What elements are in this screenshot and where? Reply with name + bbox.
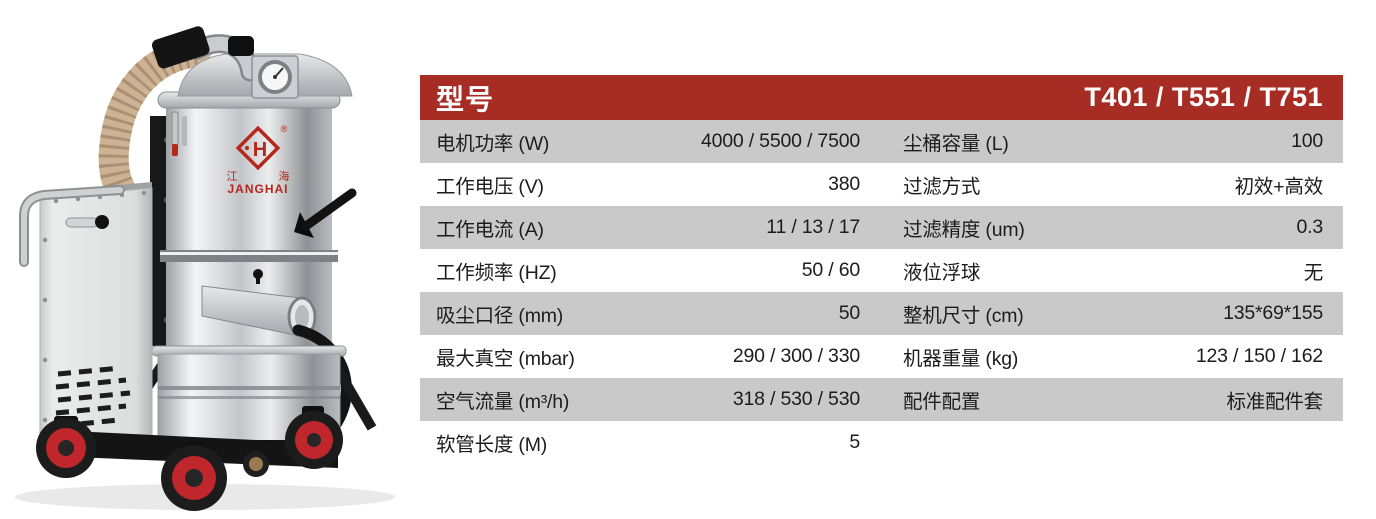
wheel-rear: [285, 406, 343, 469]
drum-band: [160, 250, 338, 262]
model-header-values: T401 / T551 / T751: [1084, 82, 1323, 112]
table-row: 工作电流 (A) 11 / 13 / 17 过滤精度 (um) 0.3: [420, 206, 1343, 249]
electrical-cabinet: [39, 182, 153, 453]
spec-value: 5: [849, 431, 860, 453]
spec-value: 50: [838, 302, 860, 324]
table-row: 工作频率 (HZ) 50 / 60 液位浮球 无: [420, 249, 1343, 292]
lid-knob: [228, 36, 254, 56]
spec-label: 液位浮球: [903, 262, 981, 284]
logo-cn-left: 江: [227, 170, 238, 183]
spec-value: 初效+高效: [1234, 176, 1324, 198]
spec-value: 4000 / 5500 / 7500: [700, 130, 860, 152]
pressure-gauge: [251, 55, 299, 99]
spec-table: 型号 T401 / T551 / T751 电机功率 (W) 4000 / 55…: [420, 75, 1343, 464]
table-row: 软管长度 (M) 5: [420, 421, 1343, 464]
table-row: 最大真空 (mbar) 290 / 300 / 330 机器重量 (kg) 12…: [420, 335, 1343, 378]
spec-label: 吸尘口径 (mm): [436, 305, 564, 327]
spec-value: 11 / 13 / 17: [766, 216, 860, 238]
logo-cn-right: 海: [279, 169, 290, 183]
spec-label: 电机功率 (W): [436, 133, 550, 155]
logo-name: JANGHAI: [227, 182, 288, 196]
caster-front-center: [161, 442, 227, 511]
spec-label: 空气流量 (m³/h): [436, 391, 570, 413]
spec-value: 标准配件套: [1226, 391, 1323, 413]
logo-reg-mark: ®: [281, 124, 288, 134]
product-photo: H ® 江 海 JANGHAI: [15, 26, 395, 511]
spec-value: 380: [828, 173, 860, 195]
spec-label: 尘桶容量 (L): [903, 133, 1009, 155]
spec-label: 工作电压 (V): [436, 176, 544, 198]
spec-value: 123 / 150 / 162: [1195, 345, 1323, 367]
model-header-label: 型号: [436, 83, 495, 115]
shaker-lever: [294, 188, 357, 238]
spec-value: 50 / 60: [801, 259, 860, 281]
table-header: 型号 T401 / T551 / T751: [420, 75, 1343, 120]
spec-value: 0.3: [1296, 216, 1323, 238]
table-row: 吸尘口径 (mm) 50 整机尺寸 (cm) 135*69*155: [420, 292, 1343, 335]
spec-value: 135*69*155: [1223, 302, 1323, 324]
logo-letter: H: [253, 139, 267, 161]
table-row: 空气流量 (m³/h) 318 / 530 / 530 配件配置 标准配件套: [420, 378, 1343, 421]
spec-value: 100: [1291, 130, 1323, 152]
spec-label: 最大真空 (mbar): [436, 348, 575, 370]
caster-front-left: [36, 416, 96, 478]
spec-label: 过滤方式: [903, 176, 981, 198]
spec-label: 工作电流 (A): [436, 219, 544, 241]
table-row: 工作电压 (V) 380 过滤方式 初效+高效: [420, 163, 1343, 206]
spec-label: 配件配置: [903, 391, 981, 413]
spec-label: 整机尺寸 (cm): [903, 305, 1024, 327]
push-handle: [19, 185, 125, 267]
table-row: 电机功率 (W) 4000 / 5500 / 7500 尘桶容量 (L) 100: [420, 120, 1343, 163]
brand-logo: H ® 江 海 JANGHAI: [227, 124, 290, 196]
spec-label: 机器重量 (kg): [903, 348, 1019, 370]
spec-label: 过滤精度 (um): [903, 219, 1025, 241]
caster-small: [243, 451, 269, 477]
spec-value: 318 / 530 / 530: [732, 388, 860, 410]
upper-drum: [157, 91, 341, 252]
spec-value: 290 / 300 / 330: [732, 345, 860, 367]
spec-value: 无: [1303, 262, 1324, 284]
spec-label: 工作频率 (HZ): [436, 262, 557, 284]
spec-label: 软管长度 (M): [436, 434, 548, 456]
